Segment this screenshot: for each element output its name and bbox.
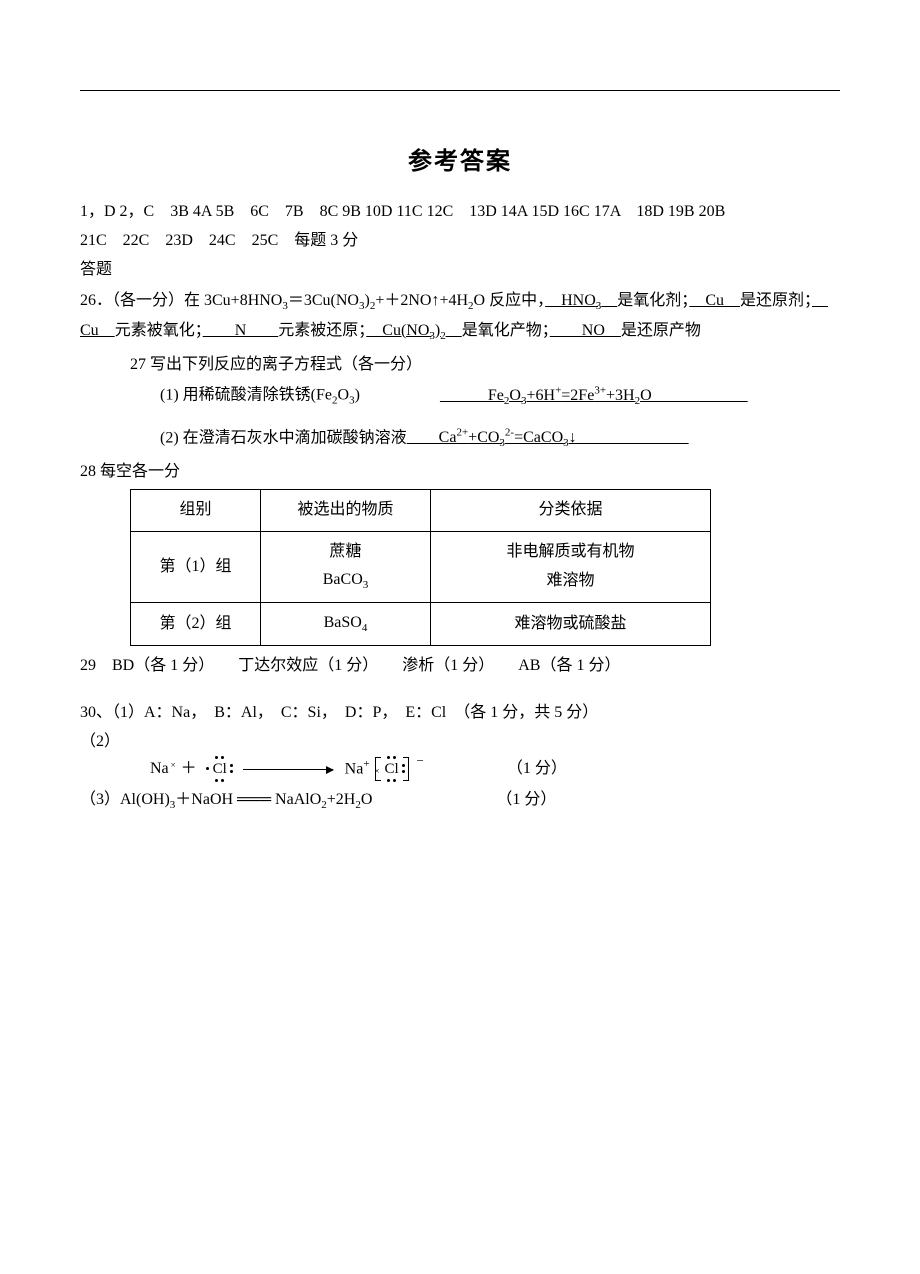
q26-t3: 元素被氧化； (115, 322, 203, 339)
q27-p2-answer: Ca2++CO32-=CaCO3↓ (407, 429, 689, 446)
q26-t2: 是还原剂； (740, 292, 812, 309)
q27-p1-answer: Fe2O3+6H+=2Fe3++3H2O (440, 387, 748, 404)
q26-t6: 是还原产物 (621, 322, 701, 339)
q28-r1c3: 非电解质或有机物难溶物 (431, 531, 711, 603)
q26-end: O 反应中， (474, 292, 546, 309)
na-atom: Na× (150, 755, 169, 784)
q28-r1c2: 蔗糖BaCO3 (261, 531, 431, 603)
q28-r2c3: 难溶物或硫酸盐 (431, 603, 711, 646)
dot-icon (230, 764, 233, 767)
q26-blank6: NO (550, 322, 621, 339)
q26-t4: 元素被还原； (278, 322, 366, 339)
dot-icon (402, 770, 405, 773)
q26-prefix: 26．（各一分）在 3Cu+8HNO (80, 292, 282, 309)
q30-p2-score: （1 分） (507, 755, 567, 784)
cl-lewis: Cl (209, 758, 231, 780)
q26-t5: 是氧化产物； (462, 322, 550, 339)
q26-mid: ＝3Cu(NO (288, 292, 359, 309)
answers-section-label: 答题 (80, 256, 840, 285)
mc-answers-line2: 21C 22C 23D 24C 25C 每题 3 分 (80, 227, 840, 256)
q27-p1: (1) 用稀硫酸清除铁锈(Fe2O3) Fe2O3+6H+=2Fe3++3H2O (80, 381, 840, 411)
page-title: 参考答案 (80, 141, 840, 184)
q26-blank4: N (203, 322, 279, 339)
table-row: 第（1）组 蔗糖BaCO3 非电解质或有机物难溶物 (131, 531, 711, 603)
q27-p2: (2) 在澄清石灰水中滴加碳酸钠溶液 Ca2++CO32-=CaCO3↓ (80, 424, 840, 454)
q26-tail: +＋2NO↑+4H (375, 292, 468, 309)
arrow-icon (243, 769, 333, 770)
q28-r2c2: BaSO4 (261, 603, 431, 646)
q28-header: 28 每空各一分 (80, 458, 840, 487)
top-rule (80, 90, 840, 91)
q30-p2-label: （2） (80, 728, 840, 757)
q29: 29 BD（各 1 分） 丁达尔效应（1 分） 渗析（1 分） AB（各 1 分… (80, 652, 840, 681)
dot-icon (230, 770, 233, 773)
dot-icon (402, 764, 405, 767)
cross-icon: × (375, 763, 380, 779)
q26-blank1: HNO3 (545, 292, 617, 309)
q28-table: 组别 被选出的物质 分类依据 第（1）组 蔗糖BaCO3 非电解质或有机物难溶物… (130, 489, 711, 647)
cross-icon: × (171, 757, 176, 773)
q30-reaction: Na× ＋ Cl Na+ × Cl − （1 分） (80, 755, 840, 784)
cl-anion-lewis: × Cl (381, 758, 403, 780)
q28-h1: 组别 (131, 489, 261, 531)
q30-p1: 30、（1）A：Na， B：Al， C：Si， D：P， E：Cl （各 1 分… (80, 699, 840, 728)
q26: 26．（各一分）在 3Cu+8HNO3＝3Cu(NO3)2+＋2NO↑+4H2O… (80, 287, 840, 347)
q26-t1: 是氧化剂； (617, 292, 689, 309)
na-cation: Na+ (345, 755, 370, 784)
sub-3b: 3 (359, 300, 365, 312)
dot-icon (206, 767, 209, 770)
table-row: 组别 被选出的物质 分类依据 (131, 489, 711, 531)
q26-blank2: Cu (689, 292, 740, 309)
q30-p3: （3）Al(OH)3＋NaOH ═══ NaAlO2+2H2O （1 分） (80, 786, 840, 816)
q26-blank5: Cu(NO3)2 (366, 322, 461, 339)
q30-p3-score: （1 分） (496, 786, 556, 815)
table-row: 第（2）组 BaSO4 难溶物或硫酸盐 (131, 603, 711, 646)
mc-answers-line1: 1，D 2，C 3B 4A 5B 6C 7B 8C 9B 10D 11C 12C… (80, 198, 840, 227)
q28-h3: 分类依据 (431, 489, 711, 531)
q27-header: 27 写出下列反应的离子方程式（各一分） (80, 351, 840, 380)
q28-r2c1: 第（2）组 (131, 603, 261, 646)
plus-icon: ＋ (181, 755, 197, 784)
minus-charge: − (417, 749, 424, 772)
q28-r1c1: 第（1）组 (131, 531, 261, 603)
cl-anion-bracket: × Cl (378, 758, 406, 780)
q28-h2: 被选出的物质 (261, 489, 431, 531)
spacer (80, 412, 840, 422)
